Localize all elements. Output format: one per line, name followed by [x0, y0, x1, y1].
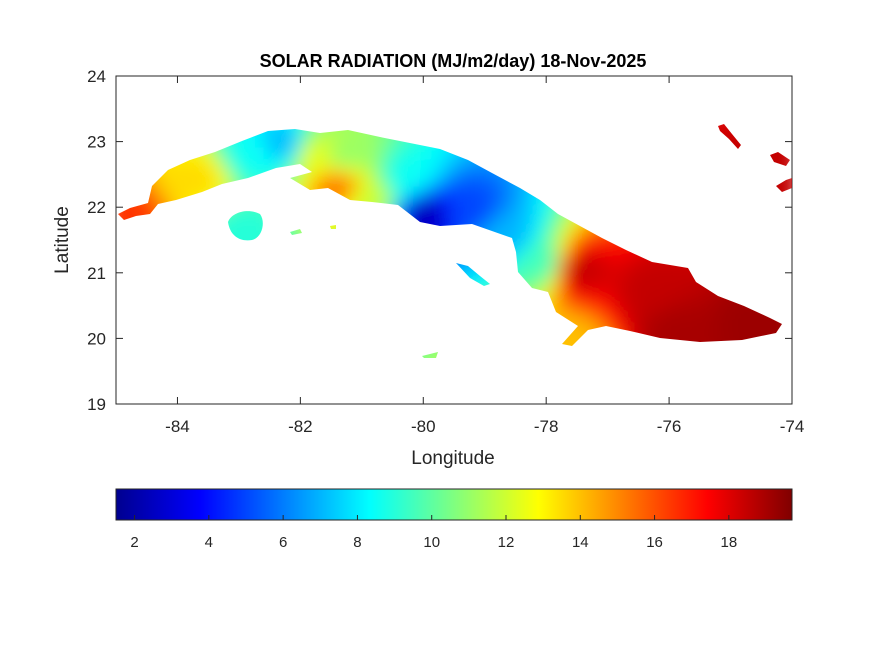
chart-title: SOLAR RADIATION (MJ/m2/day) 18-Nov-2025: [260, 51, 647, 71]
colorbar-tick-label: 8: [353, 534, 361, 551]
x-tick-label: -76: [657, 417, 682, 436]
colorbar-tick-label: 16: [646, 534, 663, 551]
colorbar-tick-label: 18: [721, 534, 738, 551]
x-tick-label: -74: [780, 417, 805, 436]
x-tick-label: -80: [411, 417, 436, 436]
x-axis-label: Longitude: [411, 448, 494, 469]
y-tick-label: 20: [87, 329, 106, 348]
colorbar-tick-label: 10: [423, 534, 440, 551]
plot-area: [115, 75, 793, 405]
x-axis: -84 -82 -80 -78 -76 -74: [165, 76, 804, 436]
colorbar-tick-label: 12: [498, 534, 515, 551]
colorbar-tick-label: 6: [279, 534, 287, 551]
y-tick-label: 22: [87, 198, 106, 217]
colorbar-tick-label: 4: [205, 534, 213, 551]
colorbar-tick-label: 14: [572, 534, 589, 551]
x-tick-label: -82: [288, 417, 313, 436]
y-tick-label: 21: [87, 264, 106, 283]
colorbar-tick-label: 2: [130, 534, 138, 551]
y-tick-label: 23: [87, 133, 106, 152]
colorbar: [115, 488, 793, 521]
y-axis-label: Latitude: [52, 206, 73, 274]
y-tick-label: 24: [87, 67, 106, 86]
colorbar-ticks: 2 4 6 8 10 12 14 16 18: [130, 515, 737, 551]
radiation-cell: [715, 124, 734, 128]
x-tick-label: -84: [165, 417, 190, 436]
y-axis: 19 20 21 22 23 24: [87, 67, 792, 414]
y-tick-label: 19: [87, 395, 106, 414]
x-tick-label: -78: [534, 417, 559, 436]
